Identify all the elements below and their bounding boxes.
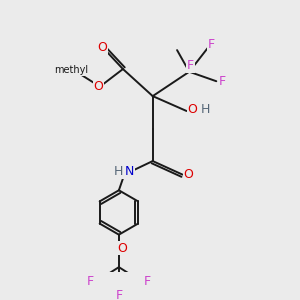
Text: O: O <box>98 41 108 54</box>
Text: O: O <box>184 168 194 181</box>
Text: F: F <box>207 38 214 51</box>
Text: F: F <box>187 59 194 72</box>
Text: O: O <box>94 80 103 93</box>
Text: O: O <box>117 242 127 255</box>
Text: H: H <box>201 103 210 116</box>
Text: methyl: methyl <box>55 65 88 75</box>
Text: H: H <box>114 165 123 178</box>
Text: N: N <box>125 165 134 178</box>
Text: F: F <box>87 275 94 288</box>
Text: F: F <box>115 289 122 300</box>
Text: F: F <box>143 275 151 288</box>
Text: O: O <box>188 103 197 116</box>
Text: F: F <box>219 75 226 88</box>
